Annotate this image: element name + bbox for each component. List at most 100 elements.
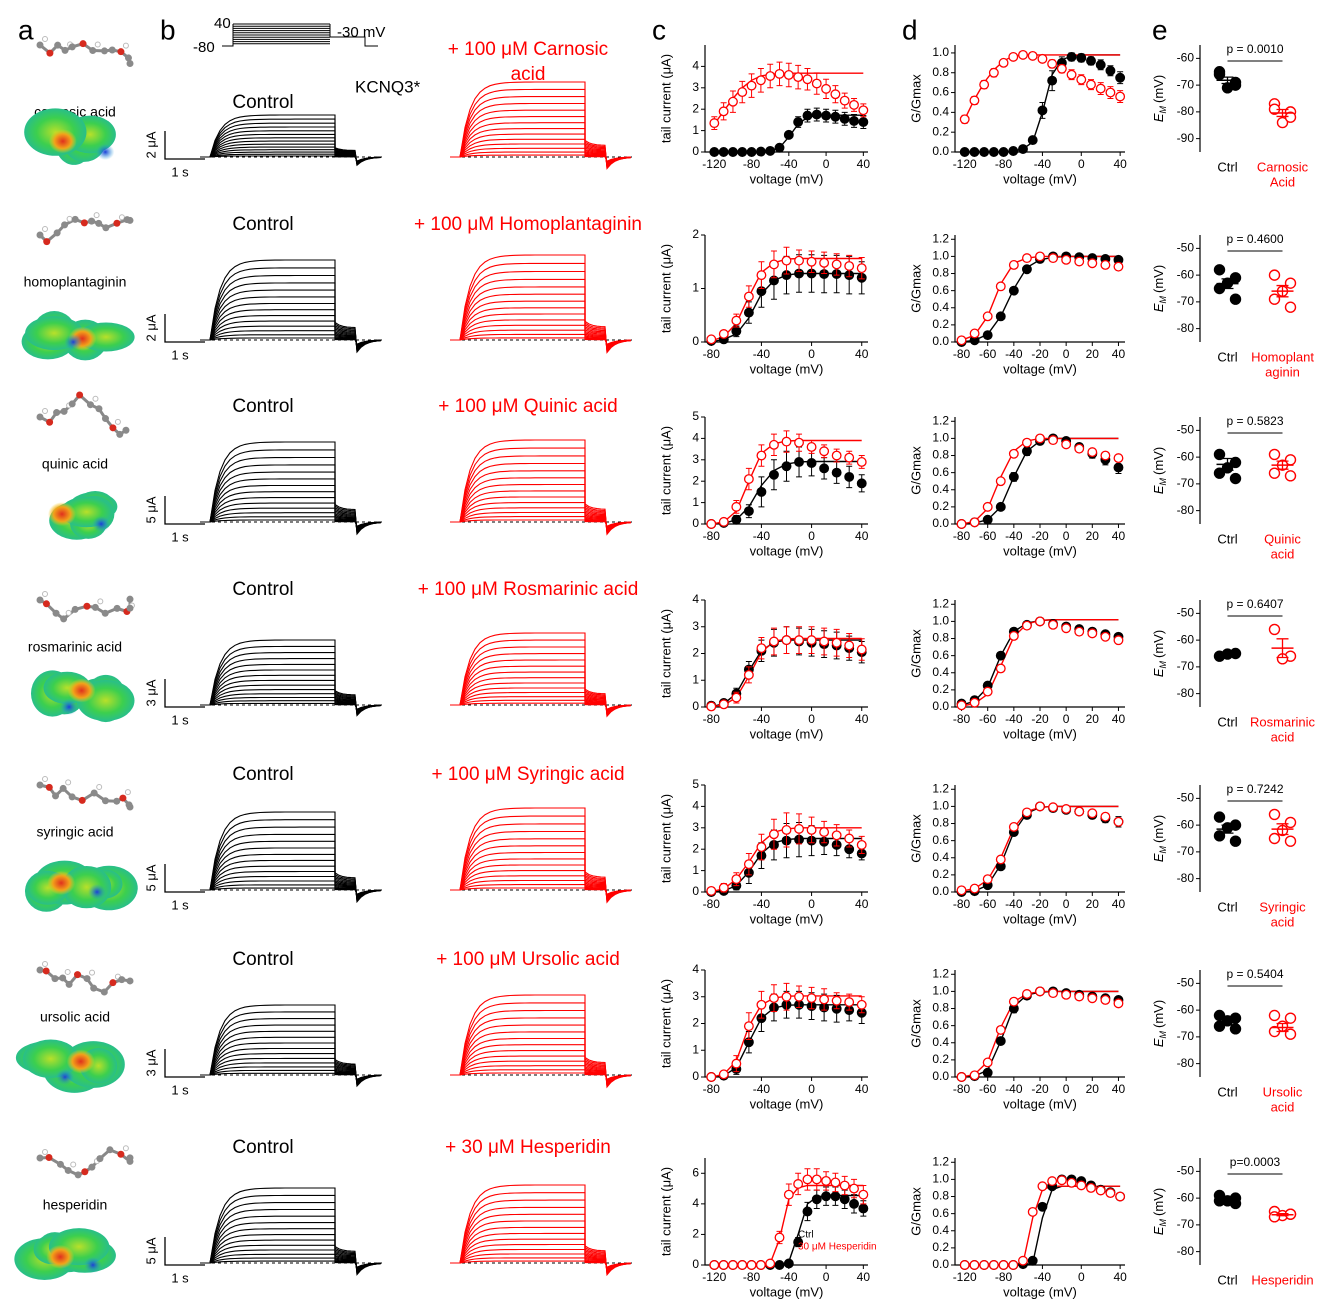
x-tick-label: 40 [1112,347,1126,361]
sem-bar [1221,76,1234,85]
data-point [783,70,794,80]
atom [68,400,76,408]
atom [126,604,134,612]
y-tick-label: 0.8 [932,1189,949,1203]
data-point [856,839,867,850]
data-point [794,635,804,646]
atom [90,984,98,992]
data-point [856,478,867,489]
y-tick-label: 3 [692,989,699,1003]
data-point [731,326,742,337]
y-tick-label: 0.8 [932,65,949,79]
x-tick-label: 0 [1063,347,1070,361]
data-point [1035,251,1045,262]
data-point [982,330,993,341]
surface-hot [48,502,77,527]
data-point [1061,804,1072,814]
data-point [858,1203,869,1214]
atom [65,779,72,786]
p-value: p = 0.7242 [1226,782,1283,796]
atom [54,41,62,49]
molecule-name: hesperidin [43,1197,108,1213]
x-tick-label: -80 [703,1082,721,1096]
atom [45,1154,53,1162]
data-point [979,1260,990,1270]
atom [100,988,108,996]
y-tick-label: -70 [1177,294,1195,308]
x-axis-label: voltage (mV) [1003,361,1077,376]
y-tick-label: 1.0 [932,799,949,813]
y-tick-label: 0.4 [932,300,949,314]
y-axis-label: EM (mV) [1151,1000,1168,1047]
condition-label: Control [232,949,293,970]
data-point [956,519,967,529]
data-point [856,644,867,655]
scale-bar [164,314,205,343]
atom [56,1160,64,1168]
data-point [844,997,855,1008]
x-tick-label: -40 [753,347,771,361]
current-trace [200,1187,382,1276]
data-point [1213,1020,1226,1032]
data-point [1229,472,1242,485]
data-point [956,335,967,346]
current-trace [450,994,632,1089]
y-tick-label: 0.4 [932,105,949,119]
scale-current: 5 μA [143,1237,158,1264]
data-point [1021,253,1032,264]
atom [43,238,51,246]
data-point [956,1072,967,1082]
sem-bar [1221,278,1234,290]
x-tick-label: Ctrl [1217,159,1237,174]
data-point [1229,293,1242,305]
data-point [1037,105,1048,116]
data-point [1113,462,1124,473]
y-tick-label: 0.6 [932,85,949,99]
data-point [998,147,1009,157]
y-tick-label: 4 [692,962,699,976]
current-traces [200,441,382,536]
data-point [1284,470,1297,482]
y-tick-label: 0.2 [932,682,949,696]
data-point [706,1072,717,1082]
data-point [806,256,817,267]
y-axis-label: G/Gmax [908,264,923,313]
x-tick-label: -60 [979,1082,997,1096]
scale-bar [164,1049,205,1078]
data-point [831,450,842,461]
data-point [1284,111,1297,123]
y-tick-label: 0.0 [932,699,949,713]
y-label-symbol: E [1151,303,1166,312]
y-tick-label: 0.8 [932,266,949,280]
atom [36,413,44,421]
data-point [718,147,729,157]
panel-label: c [652,14,666,45]
data-point [1035,616,1045,627]
y-tick-label: 1 [692,863,699,877]
x-axis-label: voltage (mV) [750,726,824,741]
molecule-name: quinic acid [42,456,108,472]
data-point [781,461,792,472]
y-tick-label: 3 [692,820,699,834]
x-axis-label: voltage (mV) [750,1284,824,1299]
y-label-symbol: E [1151,485,1166,494]
data-point [743,307,754,318]
y-tick-label: 0.6 [932,465,949,479]
atom [80,219,88,227]
x-tick-label: -80 [995,1270,1013,1284]
atom [42,961,48,967]
x-tick-label: -40 [1005,529,1023,543]
x-tick-label: -120 [702,1270,726,1284]
x-tick-label: 40 [1112,712,1126,726]
y-tick-label: 2 [692,101,699,115]
current-trace [200,441,382,536]
y-axis-label: G/Gmax [908,999,923,1048]
data-point [858,1189,869,1200]
data-point [1021,807,1032,818]
data-point [1074,626,1085,637]
current-traces [200,1004,382,1088]
sem-bar [1276,284,1289,298]
atom [92,395,99,402]
x-tick-label: acid [1271,1099,1295,1114]
